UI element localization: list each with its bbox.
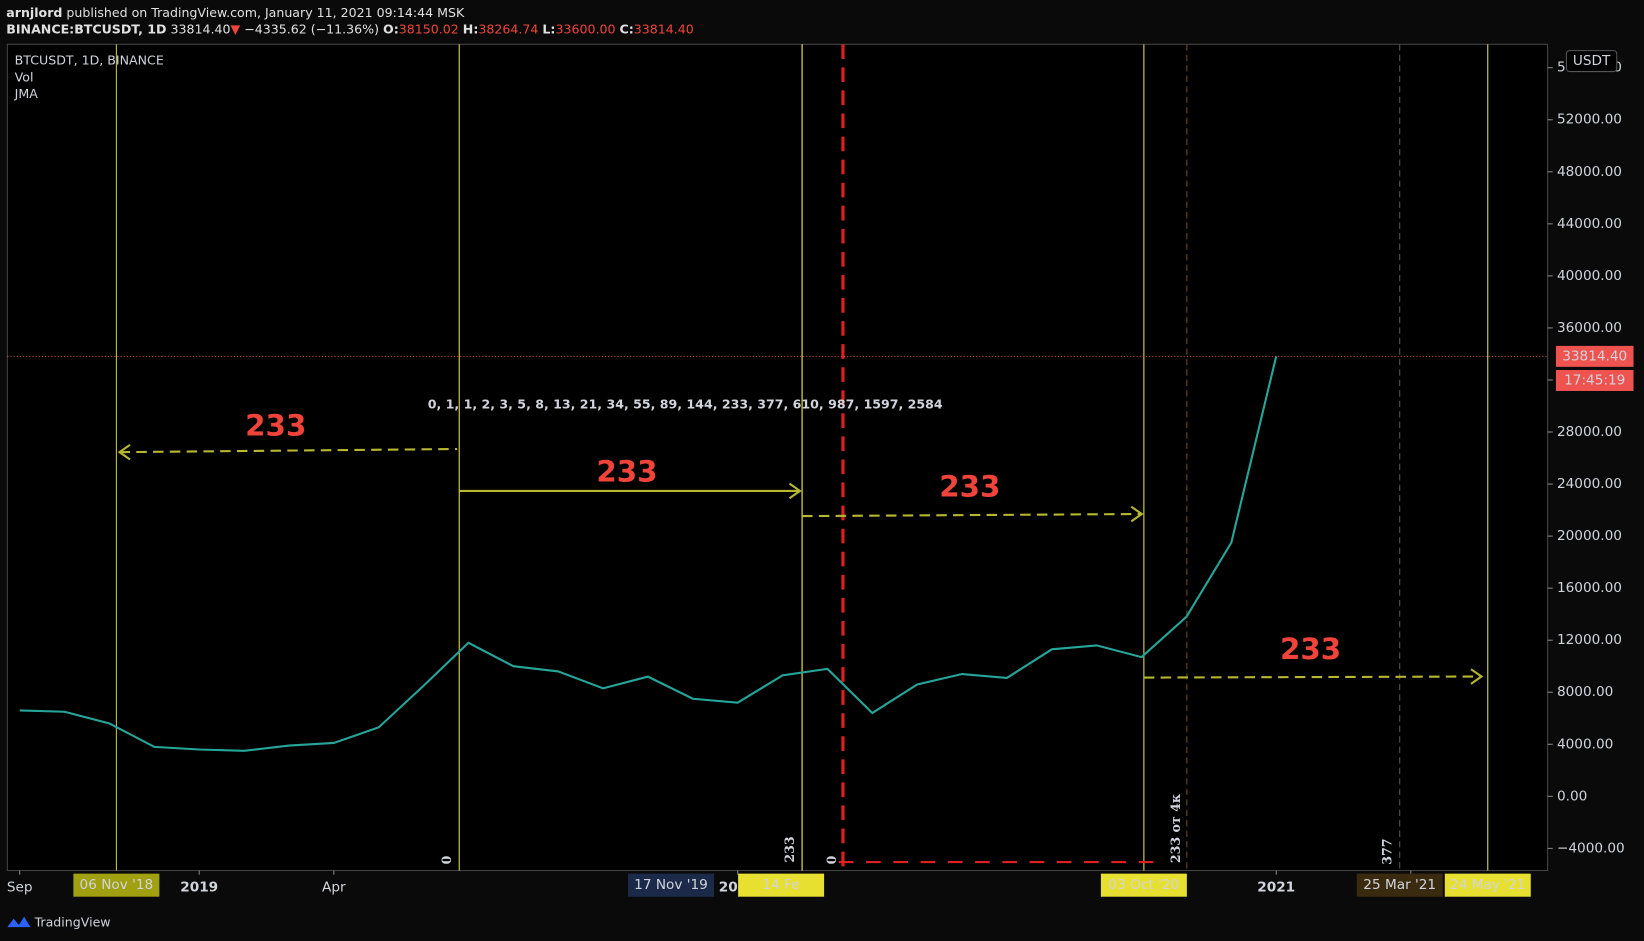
marker-label: 25 Mar '21 bbox=[1363, 877, 1436, 893]
rotated-label: 0 bbox=[439, 855, 454, 864]
rotated-label: 233 bbox=[782, 836, 797, 862]
footer: TradingView bbox=[34, 914, 111, 929]
close-label: C: bbox=[619, 21, 633, 36]
span-label: 233 bbox=[245, 408, 306, 442]
y-tick-label: 36000.00 bbox=[1557, 320, 1622, 336]
price-line bbox=[19, 356, 1278, 752]
published: published on TradingView.com, January 11… bbox=[66, 4, 465, 19]
y-tick-label: 12000.00 bbox=[1557, 632, 1622, 648]
rotated-label: 377 bbox=[1380, 838, 1395, 864]
x-tick-label: 2021 bbox=[1257, 879, 1295, 895]
symbol-line: BINANCE:BTCUSDT, 1D 33814.40▼ −4335.62 (… bbox=[6, 21, 693, 36]
marker-label: 17 Nov '19 bbox=[634, 877, 708, 893]
y-tick-label: 48000.00 bbox=[1557, 164, 1622, 180]
arrow-head bbox=[788, 482, 802, 500]
marker-label: 03 Oct '20 bbox=[1109, 877, 1180, 893]
y-tick-label: −4000.00 bbox=[1557, 840, 1625, 856]
high-label: H: bbox=[463, 21, 479, 36]
span-label: 233 bbox=[596, 455, 657, 489]
y-tick-label: 8000.00 bbox=[1557, 684, 1613, 700]
marker-box bbox=[1100, 873, 1187, 897]
low-label: L: bbox=[542, 21, 555, 36]
marker-label: 14 Fe bbox=[763, 877, 800, 893]
marker-box bbox=[1444, 873, 1531, 897]
span-arrow bbox=[119, 447, 458, 454]
marker-box bbox=[1356, 873, 1443, 897]
legend-indicator: JMA bbox=[14, 86, 39, 101]
span-arrow bbox=[802, 512, 1142, 518]
y-tick-label: 44000.00 bbox=[1557, 216, 1622, 232]
x-tick-label: Apr bbox=[322, 879, 346, 895]
rotated-label: 0 bbox=[824, 855, 839, 864]
plot-area bbox=[6, 43, 1549, 872]
span-label: 233 bbox=[939, 469, 1000, 503]
y-tick-label: 16000.00 bbox=[1557, 580, 1622, 596]
x-tick-label: 2019 bbox=[180, 879, 218, 895]
countdown-box bbox=[1555, 370, 1634, 391]
arrow-head bbox=[1470, 668, 1484, 685]
y-tick-label: 20000.00 bbox=[1557, 528, 1622, 544]
span-label: 233 bbox=[1280, 632, 1341, 666]
countdown: 17:45:19 bbox=[1564, 372, 1625, 388]
currency: USDT bbox=[1573, 53, 1611, 69]
open-label: O: bbox=[383, 21, 399, 36]
arrow-head bbox=[117, 443, 131, 461]
marker-box bbox=[73, 873, 160, 897]
header-line: arnjlord published on TradingView.com, J… bbox=[6, 4, 465, 19]
y-tick-label: 0.00 bbox=[1557, 788, 1587, 804]
last: 33814.40 bbox=[170, 21, 230, 36]
fibonacci: 0, 1, 1, 2, 3, 5, 8, 13, 21, 34, 55, 89,… bbox=[428, 396, 943, 411]
price-label: 33814.40 bbox=[1562, 348, 1627, 364]
currency-box bbox=[1565, 50, 1618, 73]
marker-label: 24 May '21 bbox=[1450, 877, 1525, 893]
open: 38150.02 bbox=[399, 21, 459, 36]
y-tick-label: 40000.00 bbox=[1557, 268, 1622, 284]
x-tick-label: Sep bbox=[7, 879, 33, 895]
logo bbox=[7, 916, 31, 928]
high: 38264.74 bbox=[478, 21, 538, 36]
y-tick-label: 28000.00 bbox=[1557, 424, 1622, 440]
y-tick-label: 52000.00 bbox=[1557, 112, 1622, 128]
marker-label: 06 Nov '18 bbox=[80, 877, 154, 893]
rotated-label: 233 от 4к bbox=[1168, 794, 1183, 863]
y-tick-label: 24000.00 bbox=[1557, 476, 1622, 492]
y-tick-label: 4000.00 bbox=[1557, 736, 1613, 752]
change: −4335.62 (−11.36%) bbox=[244, 21, 379, 36]
span-arrow bbox=[1143, 675, 1482, 679]
marker-box bbox=[738, 873, 825, 897]
arrow-head bbox=[1130, 505, 1144, 523]
price-box bbox=[1555, 345, 1634, 367]
symbol: BINANCE:BTCUSDT, 1D bbox=[6, 21, 166, 36]
low: 33600.00 bbox=[555, 21, 615, 36]
legend-indicator: Vol bbox=[15, 69, 34, 84]
close: 33814.40 bbox=[634, 21, 694, 36]
legend-series: BTCUSDT, 1D, BINANCE bbox=[15, 53, 164, 68]
arrow: ▼ bbox=[230, 21, 240, 36]
marker-box bbox=[628, 873, 715, 897]
author: arnjlord bbox=[6, 4, 62, 19]
